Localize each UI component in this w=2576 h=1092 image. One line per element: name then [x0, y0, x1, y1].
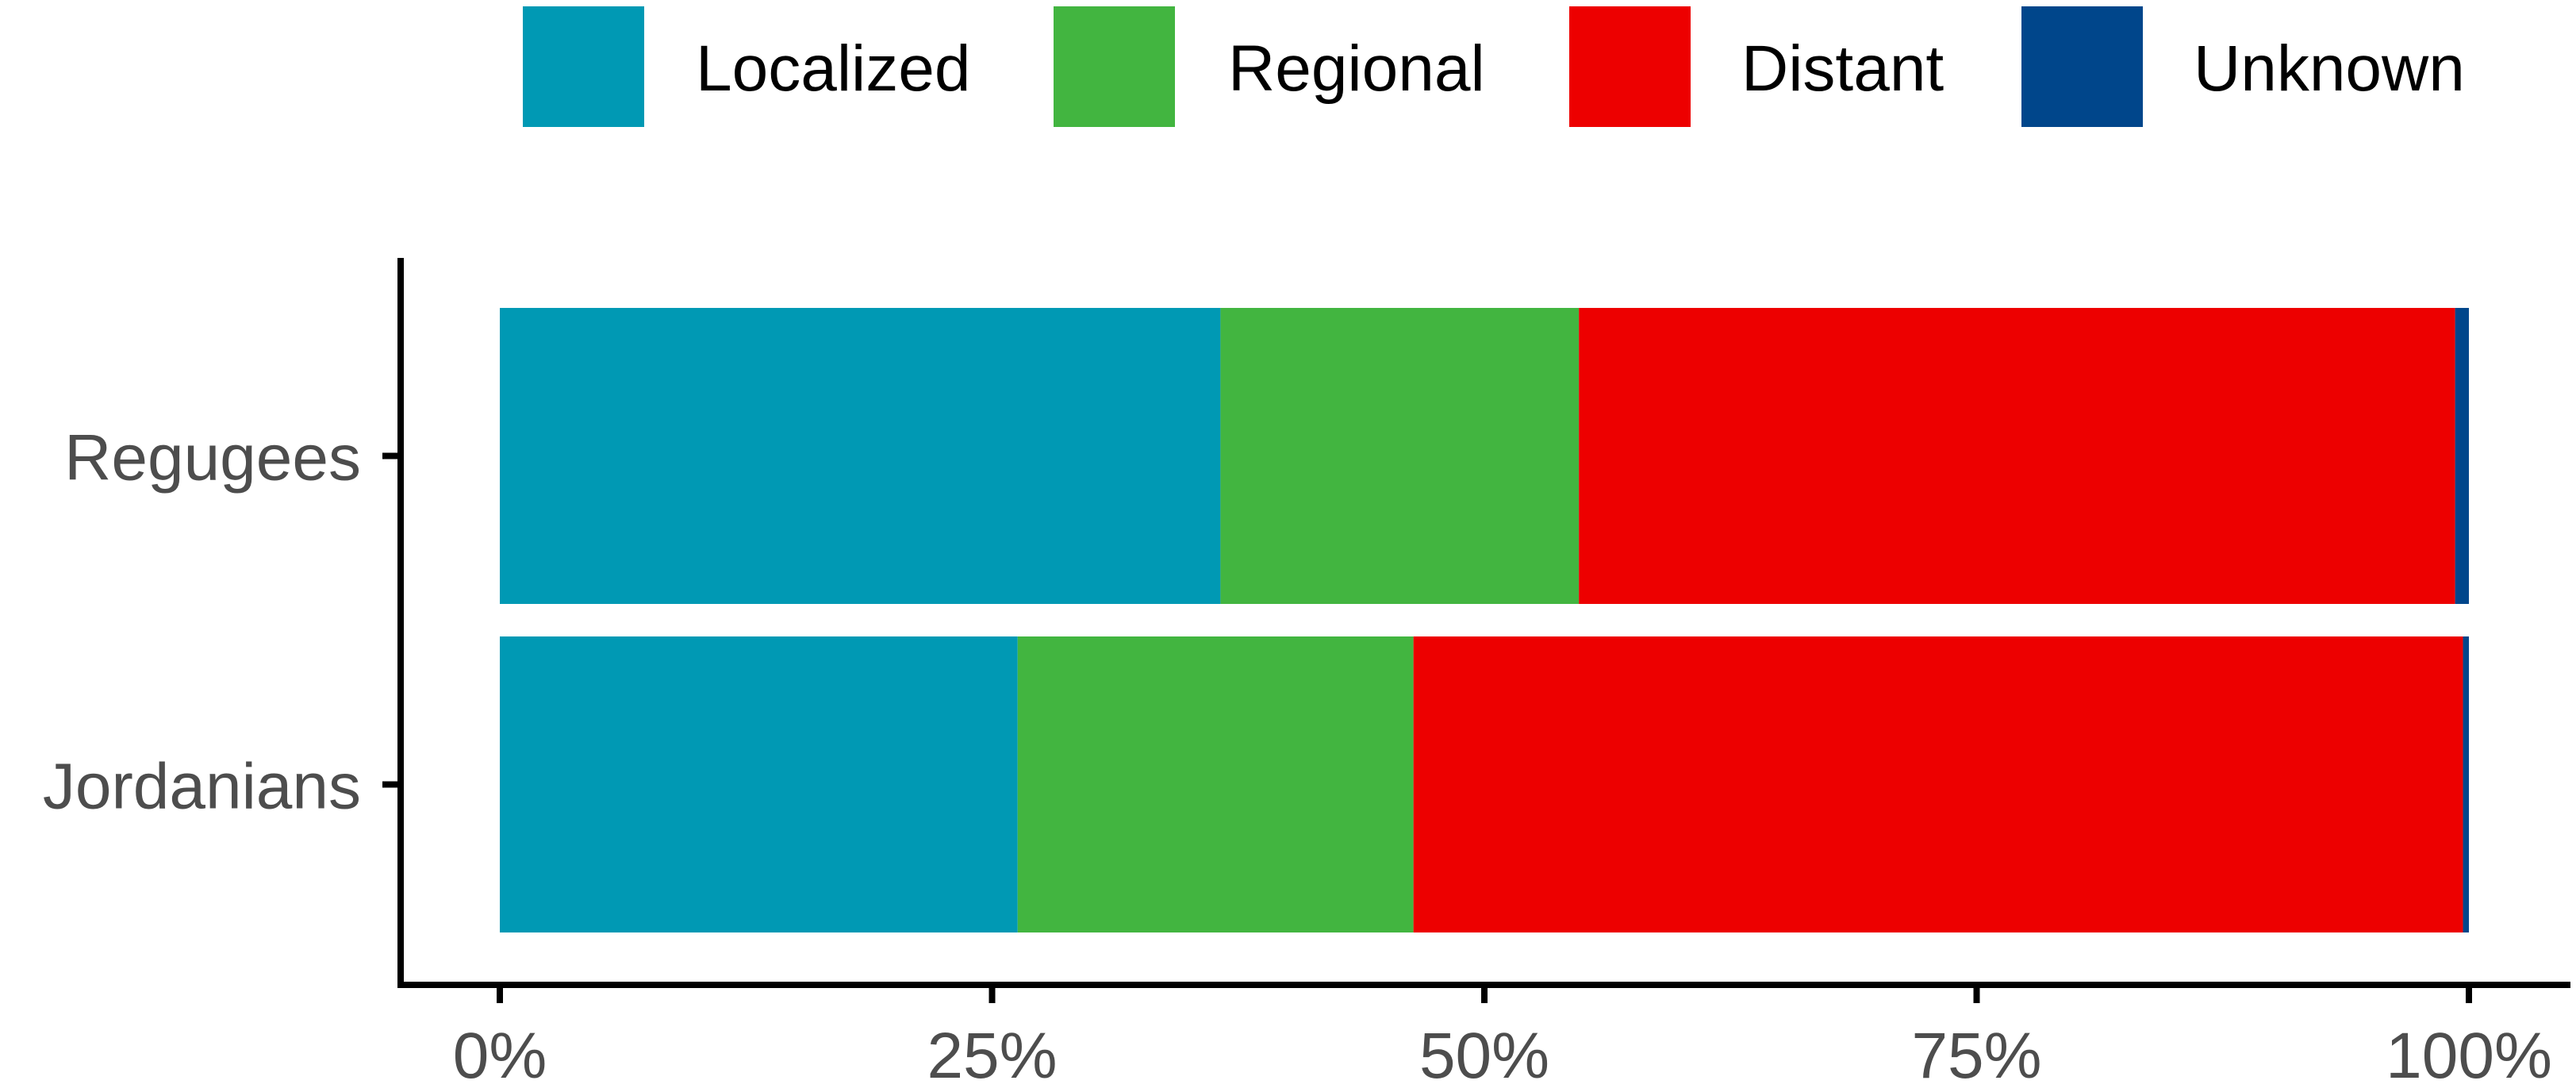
bar-group-regugees: [500, 308, 2469, 604]
legend: Localized Regional Distant Unknown: [523, 6, 2465, 127]
x-tick-label-0: 0%: [453, 1020, 547, 1092]
bar-jordanians-localized: [500, 636, 1018, 932]
legend-swatch-regional: [1054, 6, 1175, 127]
legend-item-unknown: Unknown: [2021, 6, 2465, 127]
x-ticks: 0% 25% 50% 75% 100%: [453, 985, 2552, 1092]
bar-regugees-distant: [1579, 308, 2455, 604]
y-ticks: Regugees Jordanians: [43, 422, 401, 823]
x-tick-label-75: 75%: [1911, 1020, 2041, 1092]
bar-jordanians-unknown: [2463, 636, 2469, 932]
legend-item-distant: Distant: [1569, 6, 1944, 127]
legend-label-distant: Distant: [1741, 33, 1944, 105]
y-tick-label-regugees: Regugees: [64, 422, 361, 494]
bar-jordanians-distant: [1413, 636, 2463, 932]
legend-label-regional: Regional: [1228, 33, 1485, 105]
bar-group-jordanians: [500, 636, 2469, 932]
legend-item-regional: Regional: [1054, 6, 1485, 127]
bar-regugees-localized: [500, 308, 1221, 604]
legend-swatch-localized: [523, 6, 644, 127]
x-tick-label-100: 100%: [2386, 1020, 2552, 1092]
legend-swatch-distant: [1569, 6, 1691, 127]
bar-jordanians-regional: [1017, 636, 1414, 932]
bars: [500, 308, 2469, 932]
y-tick-label-jordanians: Jordanians: [43, 751, 361, 823]
legend-swatch-unknown: [2021, 6, 2143, 127]
legend-label-localized: Localized: [696, 33, 970, 105]
legend-item-localized: Localized: [523, 6, 970, 127]
x-tick-label-25: 25%: [927, 1020, 1057, 1092]
bar-regugees-unknown: [2455, 308, 2469, 604]
legend-label-unknown: Unknown: [2194, 33, 2465, 105]
x-tick-label-50: 50%: [1419, 1020, 1549, 1092]
bar-regugees-regional: [1220, 308, 1580, 604]
